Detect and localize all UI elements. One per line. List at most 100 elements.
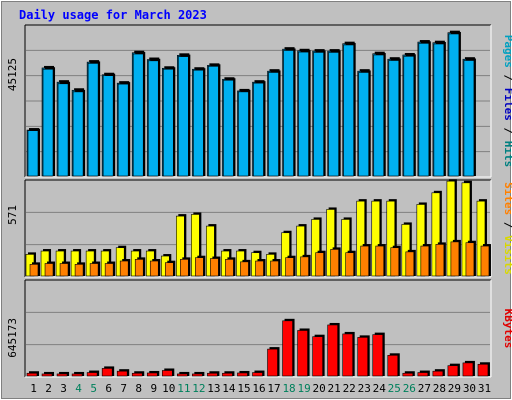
- day-label: 29: [448, 382, 461, 395]
- files-bar: [147, 60, 159, 177]
- sites-bar: [195, 257, 204, 277]
- day-label: 25: [388, 382, 401, 395]
- sites-bar: [480, 245, 490, 277]
- day-label: 21: [328, 382, 341, 395]
- kbytes-bar: [252, 372, 263, 377]
- files-bar: [418, 43, 430, 177]
- series-axis-label: Sites / Visits: [502, 182, 512, 275]
- sites-bar: [180, 259, 189, 277]
- files-bar: [373, 54, 385, 177]
- sites-bar: [465, 242, 475, 277]
- sites-bar: [104, 263, 114, 277]
- series-axis-label-part: Files: [502, 88, 512, 121]
- day-label: 1: [30, 382, 37, 395]
- kbytes-bar: [432, 370, 444, 377]
- sites-bar: [450, 241, 460, 277]
- files-bar: [57, 83, 69, 177]
- files-bar: [162, 68, 174, 177]
- day-label: 16: [252, 382, 265, 395]
- files-bar: [178, 56, 189, 177]
- series-axis-label-part: KBytes: [502, 309, 512, 349]
- kbytes-bar: [116, 370, 128, 377]
- day-label: 24: [373, 382, 387, 395]
- files-bar: [72, 91, 84, 177]
- sites-bar: [420, 245, 430, 277]
- series-axis-label: KBytes: [502, 309, 512, 349]
- files-bar: [117, 83, 129, 177]
- series-axis-label-part: Sites: [502, 182, 512, 215]
- day-label: 23: [358, 382, 371, 395]
- day-label: 4: [75, 382, 82, 395]
- day-label: 10: [162, 382, 175, 395]
- files-bar: [268, 72, 279, 177]
- sites-bar: [405, 251, 415, 277]
- files-bar: [358, 72, 370, 177]
- kbytes-bar: [327, 324, 338, 377]
- day-label: 6: [105, 382, 112, 395]
- series-axis-label-part: /: [502, 215, 512, 235]
- sites-bar: [240, 261, 249, 277]
- day-label: 15: [237, 382, 250, 395]
- files-bar: [87, 63, 99, 177]
- sites-bar: [315, 252, 324, 277]
- kbytes-bar: [312, 336, 323, 377]
- day-label: 28: [433, 382, 446, 395]
- chart-title: Daily usage for March 2023: [19, 8, 207, 22]
- day-label: 14: [222, 382, 236, 395]
- kbytes-bar: [101, 368, 113, 377]
- day-label: 17: [267, 382, 280, 395]
- kbytes-bar: [41, 373, 53, 377]
- sites-bar: [330, 249, 339, 277]
- kbytes-bar: [131, 372, 143, 377]
- day-label: 11: [177, 382, 190, 395]
- sites-bar: [44, 263, 54, 277]
- series-axis-label-part: Visits: [502, 235, 512, 275]
- y-max-label: 571: [6, 205, 19, 225]
- day-label: 13: [207, 382, 220, 395]
- y-max-label: 45125: [6, 58, 19, 91]
- kbytes-bar: [357, 337, 369, 377]
- kbytes-bar: [237, 372, 248, 377]
- kbytes-bar: [192, 373, 203, 377]
- series-axis-label-part: /: [502, 68, 512, 88]
- files-bar: [313, 52, 324, 177]
- files-bar: [448, 33, 460, 177]
- kbytes-bar: [297, 330, 308, 377]
- kbytes-bar: [477, 363, 489, 377]
- files-bar: [238, 91, 249, 177]
- sites-bar: [149, 260, 159, 277]
- kbytes-bar: [86, 372, 98, 377]
- sites-bar: [59, 263, 69, 277]
- kbytes-bar: [402, 372, 414, 377]
- files-bar: [132, 53, 144, 177]
- kbytes-bar: [342, 333, 353, 377]
- files-bar: [27, 130, 39, 177]
- files-bar: [253, 82, 264, 177]
- series-axis-label-part: Hits: [502, 141, 512, 168]
- sites-bar: [435, 244, 445, 277]
- files-bar: [283, 50, 294, 177]
- sites-bar: [164, 262, 174, 277]
- day-label: 20: [313, 382, 326, 395]
- day-label: 31: [478, 382, 491, 395]
- sites-bar: [390, 247, 400, 277]
- kbytes-bar: [267, 348, 278, 377]
- files-bar: [403, 55, 415, 177]
- files-bar: [388, 60, 400, 177]
- kbytes-bar: [146, 372, 158, 377]
- day-label: 7: [120, 382, 127, 395]
- kbytes-panel: 645173 KBytes: [6, 279, 512, 378]
- kbytes-bar: [387, 355, 399, 377]
- sites-bar: [300, 256, 309, 277]
- kbytes-bar: [417, 372, 429, 377]
- day-label: 26: [403, 382, 416, 395]
- kbytes-bar: [447, 365, 459, 377]
- day-label: 18: [282, 382, 295, 395]
- kbytes-bar: [56, 373, 68, 377]
- day-label: 9: [150, 382, 157, 395]
- visits-sites-panel: 571 Sites / Visits: [6, 179, 512, 278]
- files-bar: [343, 44, 354, 177]
- series-axis-label: Pages / Files / Hits: [502, 35, 512, 168]
- sites-bar: [74, 264, 84, 277]
